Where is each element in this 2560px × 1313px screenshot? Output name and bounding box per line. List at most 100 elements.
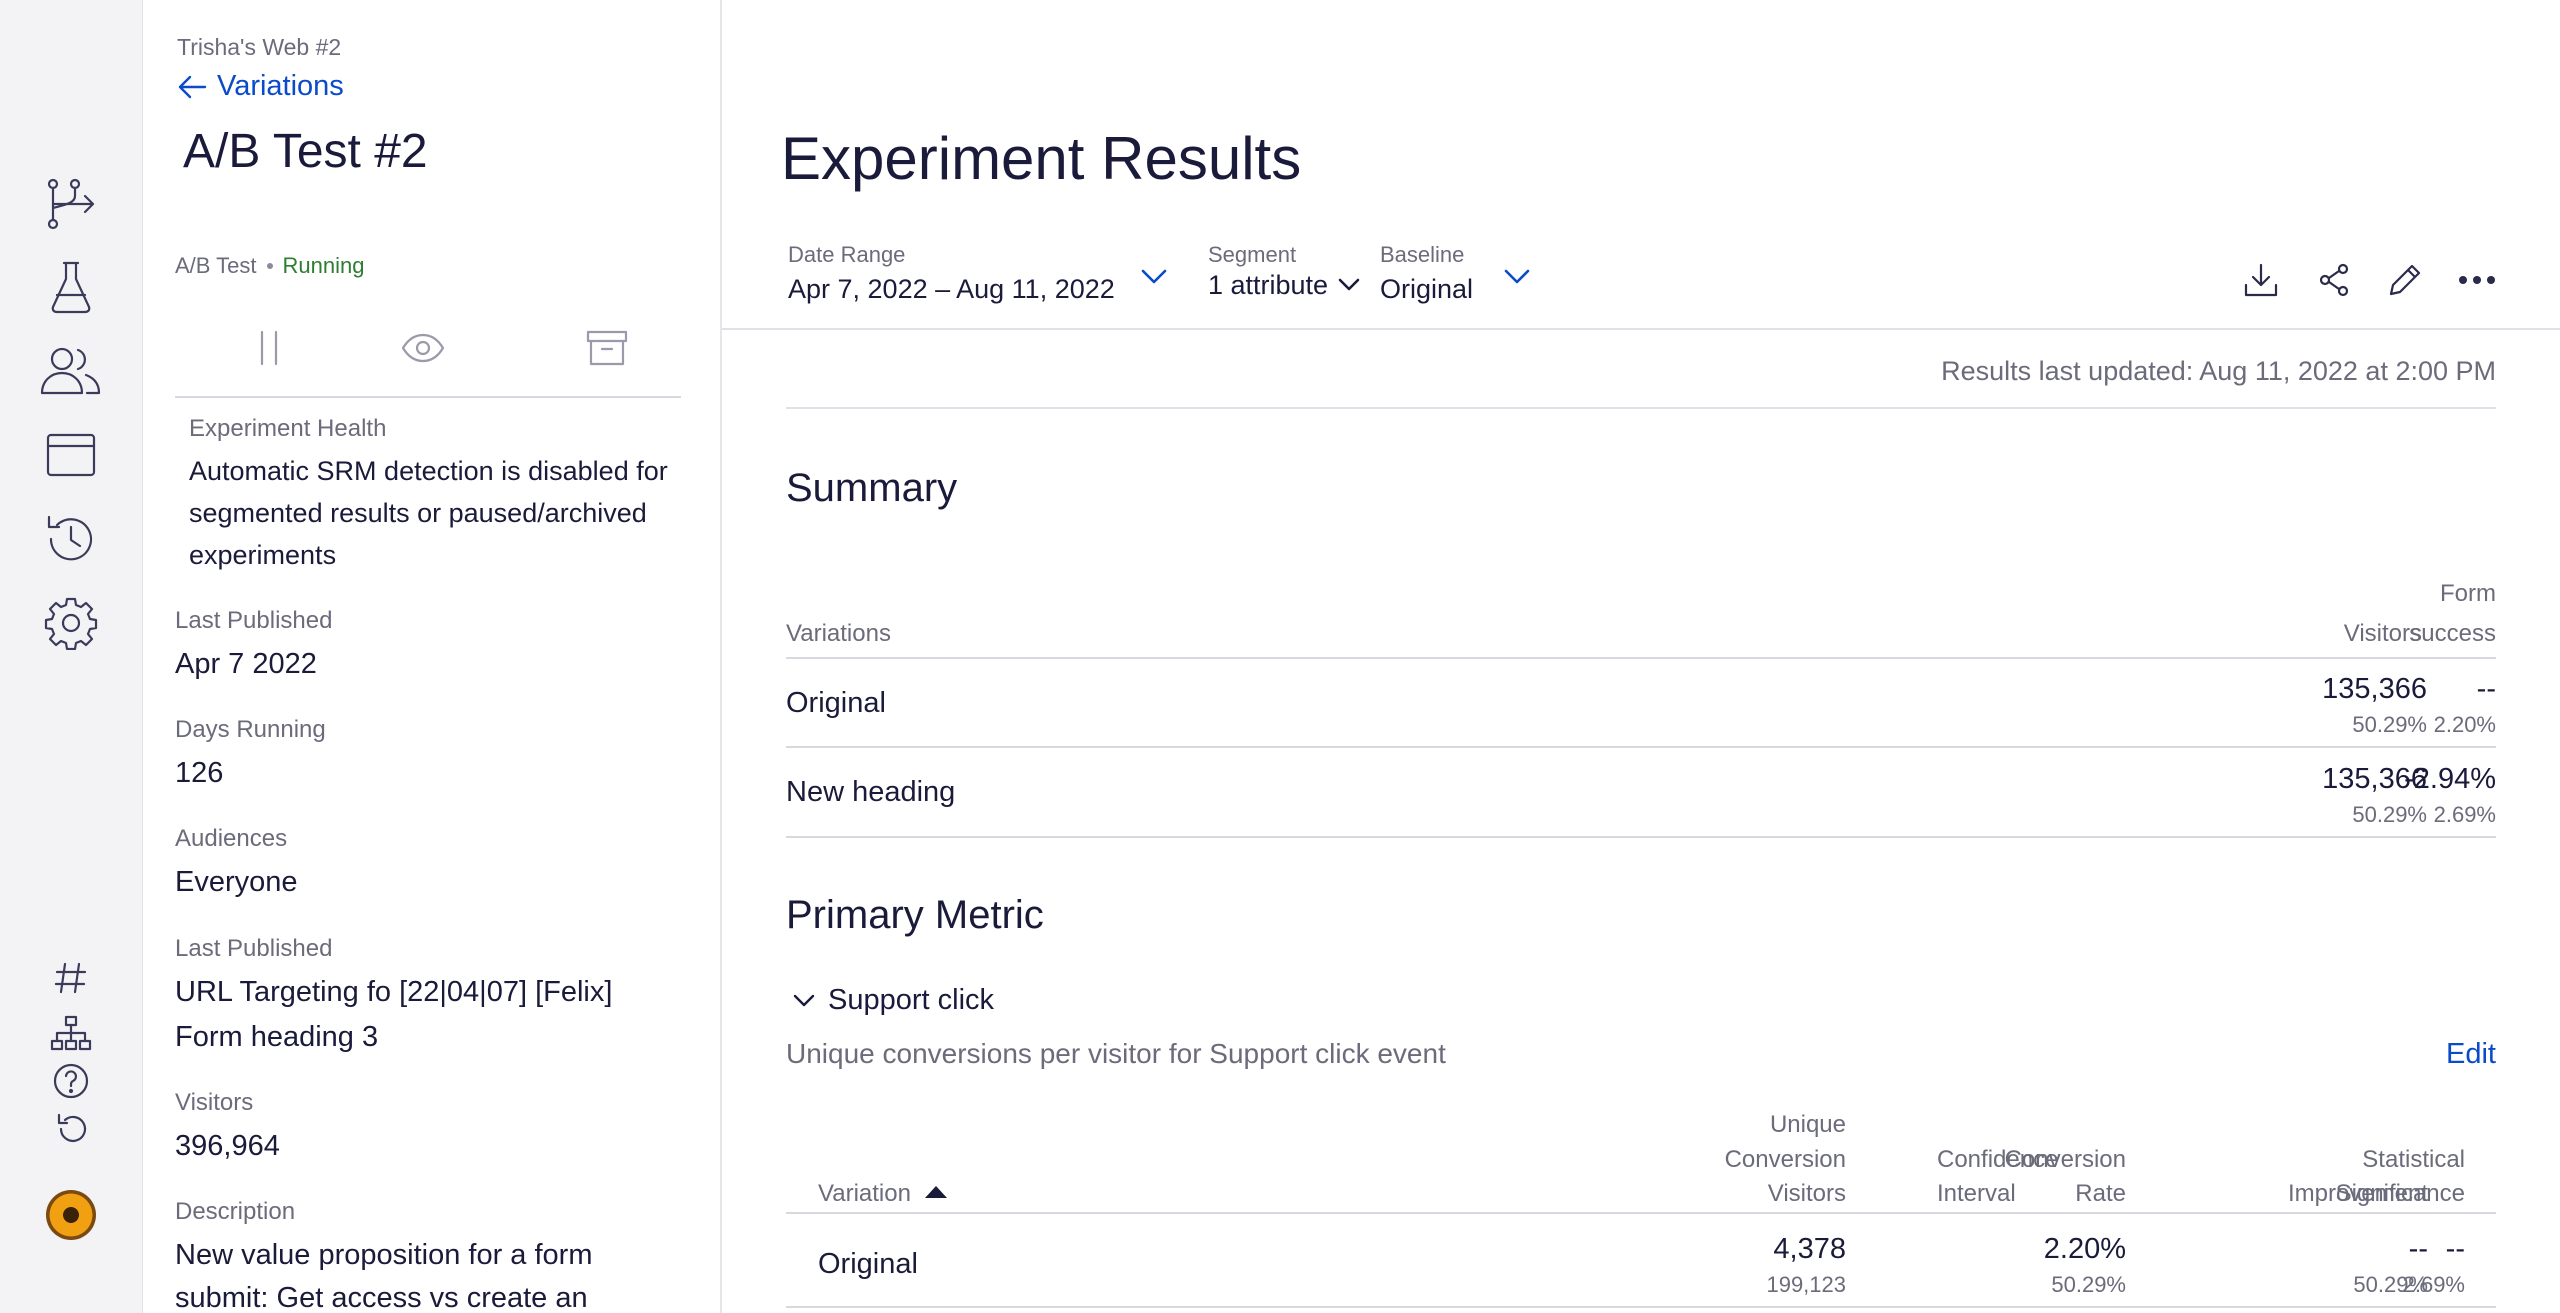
baseline-filter[interactable]: Baseline Original bbox=[1380, 242, 1473, 305]
variation-name: Original bbox=[818, 1248, 918, 1280]
col-variations: Variations bbox=[786, 620, 891, 647]
pause-icon bbox=[260, 330, 278, 366]
back-to-variations-link[interactable]: Variations bbox=[177, 70, 344, 103]
chevron-down-icon bbox=[793, 994, 815, 1006]
sort-ascending-icon bbox=[924, 1185, 947, 1198]
experiment-meta: A/B Test Running bbox=[175, 253, 364, 279]
health-text: Automatic SRM detection is disabled for … bbox=[189, 456, 668, 570]
description-label: Description bbox=[175, 1198, 296, 1225]
col-form-line2: success bbox=[2409, 620, 2496, 647]
visitors-value: 396,964 bbox=[175, 1130, 280, 1162]
experiment-actions bbox=[175, 312, 681, 398]
experiment-title: A/B Test #2 bbox=[183, 125, 428, 178]
cr-value: 2.20% bbox=[2043, 1233, 2126, 1265]
metric-name: Support click bbox=[828, 984, 995, 1016]
col-ci-1: Confidence bbox=[1937, 1146, 2059, 1173]
avatar[interactable] bbox=[46, 1190, 96, 1240]
col-variation-label: Variation bbox=[818, 1180, 911, 1207]
more-options-button[interactable] bbox=[2453, 256, 2501, 304]
chevron-down-icon[interactable] bbox=[1140, 268, 1168, 291]
pause-button[interactable] bbox=[241, 320, 297, 376]
archive-button[interactable] bbox=[579, 320, 635, 376]
date-range-filter[interactable]: Date Range Apr 7, 2022 – Aug 11, 2022 bbox=[788, 242, 1115, 305]
hash-icon[interactable] bbox=[40, 956, 102, 1000]
audiences-label: Audiences bbox=[175, 825, 288, 852]
experiment-type: A/B Test bbox=[175, 253, 257, 278]
status-badge: Running bbox=[282, 253, 365, 278]
variation-name: New heading bbox=[786, 776, 956, 808]
preview-button[interactable] bbox=[395, 320, 451, 376]
col-visitors: Visitors bbox=[2343, 620, 2422, 647]
eye-icon bbox=[401, 333, 445, 363]
form-sub: 2.20% bbox=[2433, 712, 2496, 737]
flow-icon[interactable] bbox=[40, 173, 102, 235]
download-button[interactable] bbox=[2237, 256, 2285, 304]
variation-name: Original bbox=[786, 687, 886, 719]
description-line2: submit: Get access vs create an bbox=[175, 1282, 588, 1313]
form-sub: 2.69% bbox=[2433, 802, 2496, 827]
page-title: Experiment Results bbox=[781, 125, 1302, 192]
browser-window-icon[interactable] bbox=[40, 424, 102, 486]
col-ucv-2: Conversion bbox=[1724, 1146, 1846, 1173]
targeting-value-line2: Form heading 3 bbox=[175, 1021, 379, 1053]
summary-title: Summary bbox=[786, 466, 958, 510]
segment-label: Segment bbox=[1208, 242, 1297, 267]
ellipsis-icon bbox=[2459, 276, 2495, 284]
edit-metric-link[interactable]: Edit bbox=[2446, 1038, 2496, 1070]
date-range-value: Apr 7, 2022 – Aug 11, 2022 bbox=[788, 274, 1115, 304]
segment-filter[interactable]: Segment 1 attribute bbox=[1208, 242, 1328, 301]
share-button[interactable] bbox=[2310, 256, 2358, 304]
pencil-icon bbox=[2389, 264, 2421, 296]
last-published-label: Last Published bbox=[175, 607, 333, 634]
col-ucv-1: Unique bbox=[1769, 1111, 1846, 1138]
history-icon[interactable] bbox=[40, 508, 102, 570]
divider bbox=[786, 407, 2496, 409]
arrow-left-icon bbox=[178, 75, 207, 98]
form-value: -2.94% bbox=[2404, 763, 2496, 795]
download-icon bbox=[2244, 263, 2278, 297]
table-header-line bbox=[786, 657, 2496, 659]
cr-sub: 50.29% bbox=[2051, 1272, 2126, 1297]
form-value: -- bbox=[2476, 673, 2496, 705]
col-cr-2: Rate bbox=[2075, 1180, 2126, 1207]
gear-icon[interactable] bbox=[40, 592, 102, 654]
help-icon[interactable] bbox=[40, 1059, 102, 1103]
results-updated: Results last updated: Aug 11, 2022 at 2:… bbox=[1941, 356, 2496, 386]
metric-toggle[interactable]: Support click bbox=[792, 984, 994, 1017]
project-name: Trisha's Web #2 bbox=[177, 34, 342, 60]
primary-metric-title: Primary Metric bbox=[786, 893, 1044, 937]
table-header-line bbox=[786, 1212, 2496, 1214]
visitors-pct: 50.29% bbox=[2352, 712, 2427, 737]
days-running-label: Days Running bbox=[175, 716, 326, 743]
ucv-value: 4,378 bbox=[1773, 1233, 1846, 1265]
segment-value: 1 attribute bbox=[1208, 270, 1329, 300]
col-ci-2: Interval bbox=[1937, 1180, 2016, 1207]
chevron-down-icon[interactable] bbox=[1503, 268, 1531, 291]
col-improvement: Improvement bbox=[2287, 1180, 2428, 1207]
edit-button[interactable] bbox=[2381, 256, 2429, 304]
targeting-value-line1: URL Targeting fo [22|04|07] [Felix] bbox=[175, 976, 613, 1008]
visitors-pct: 50.29% bbox=[2352, 802, 2427, 827]
left-rail bbox=[0, 0, 143, 1313]
baseline-label: Baseline bbox=[1380, 242, 1465, 267]
visitors-value: 135,366 bbox=[2322, 673, 2427, 705]
users-icon[interactable] bbox=[40, 340, 102, 402]
description-line1: New value proposition for a form bbox=[175, 1239, 593, 1271]
chevron-down-icon[interactable] bbox=[1337, 277, 1361, 298]
days-running-value: 126 bbox=[175, 757, 224, 789]
health-label: Experiment Health bbox=[189, 415, 387, 442]
col-ss-2: Significance bbox=[2335, 1180, 2465, 1207]
experiment-details-panel: Trisha's Web #2 Variations A/B Test #2 A… bbox=[144, 0, 722, 1313]
baseline-value: Original bbox=[1380, 274, 1474, 304]
improvement-value: -- bbox=[2408, 1233, 2428, 1265]
last-published-value: Apr 7 2022 bbox=[175, 648, 317, 680]
archive-icon bbox=[586, 330, 628, 366]
flask-icon[interactable] bbox=[40, 256, 102, 318]
ucv-sub: 199,123 bbox=[1766, 1272, 1846, 1297]
col-variation[interactable]: Variation bbox=[818, 1177, 947, 1211]
undo-icon[interactable] bbox=[40, 1107, 102, 1151]
col-ucv-3: Visitors bbox=[1767, 1180, 1846, 1207]
col-cr-1: Conversion bbox=[2004, 1146, 2126, 1173]
sitemap-icon[interactable] bbox=[40, 1011, 102, 1055]
back-label: Variations bbox=[217, 70, 344, 102]
